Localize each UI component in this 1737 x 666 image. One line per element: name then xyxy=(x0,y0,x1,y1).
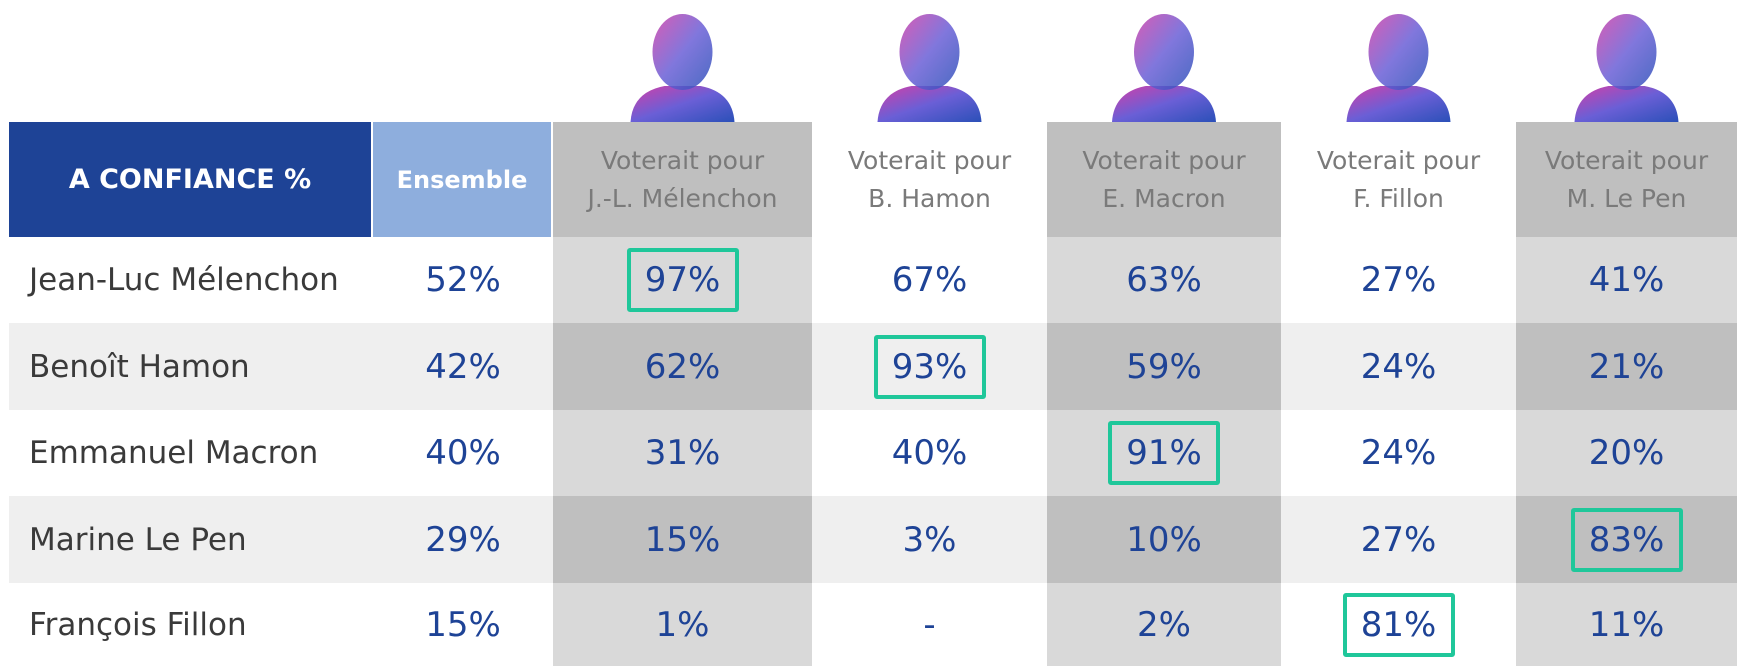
highlight-box xyxy=(627,248,739,312)
header-line: F. Fillon xyxy=(1353,180,1444,218)
row-label: Jean-Luc Mélenchon xyxy=(9,237,373,323)
highlight-box xyxy=(1571,508,1683,572)
value-cell: 21% xyxy=(1516,323,1737,410)
value-cell: 67% xyxy=(812,237,1047,323)
value-cell: 31% xyxy=(553,410,812,496)
candidate-photo xyxy=(1347,14,1451,122)
candidate-photo xyxy=(1575,14,1679,122)
ensemble-value: 42% xyxy=(373,323,553,410)
highlight-box xyxy=(1343,593,1455,657)
value-cell: 10% xyxy=(1047,496,1281,583)
highlight-box xyxy=(874,335,986,399)
header-line: Voterait pour xyxy=(601,142,764,180)
value-cell: 63% xyxy=(1047,237,1281,323)
value-cell: 1% xyxy=(553,583,812,666)
candidate-photos xyxy=(0,0,1737,125)
ensemble-value: 40% xyxy=(373,410,553,496)
value-cell: 62% xyxy=(553,323,812,410)
value-cell: 59% xyxy=(1047,323,1281,410)
header-line: Voterait pour xyxy=(848,142,1011,180)
value-cell: 11% xyxy=(1516,583,1737,666)
header-line: E. Macron xyxy=(1102,180,1225,218)
header-line: Voterait pour xyxy=(1545,142,1708,180)
header-line: Voterait pour xyxy=(1317,142,1480,180)
value-cell: 2% xyxy=(1047,583,1281,666)
row-label: François Fillon xyxy=(9,583,373,666)
header-line: Voterait pour xyxy=(1082,142,1245,180)
header-ensemble: Ensemble xyxy=(373,122,551,237)
header-line: J.-L. Mélenchon xyxy=(587,180,777,218)
header-line: B. Hamon xyxy=(868,180,991,218)
header-line: M. Le Pen xyxy=(1567,180,1687,218)
value-cell: 27% xyxy=(1281,237,1516,323)
ensemble-value: 52% xyxy=(373,237,553,323)
value-cell: 3% xyxy=(812,496,1047,583)
highlight-box xyxy=(1108,421,1220,485)
row-label: Marine Le Pen xyxy=(9,496,373,583)
value-cell: 15% xyxy=(553,496,812,583)
row-label: Emmanuel Macron xyxy=(9,410,373,496)
row-label: Benoît Hamon xyxy=(9,323,373,410)
value-cell: 24% xyxy=(1281,410,1516,496)
value-cell: 24% xyxy=(1281,323,1516,410)
value-cell: - xyxy=(812,583,1047,666)
value-cell: 40% xyxy=(812,410,1047,496)
candidate-photo xyxy=(1112,14,1216,122)
page: A CONFIANCE %EnsembleVoterait pourJ.-L. … xyxy=(0,0,1737,666)
candidate-photo xyxy=(631,14,735,122)
ensemble-value: 15% xyxy=(373,583,553,666)
value-cell: 41% xyxy=(1516,237,1737,323)
value-cell: 20% xyxy=(1516,410,1737,496)
ensemble-value: 29% xyxy=(373,496,553,583)
header-title: A CONFIANCE % xyxy=(9,122,371,237)
candidate-photo xyxy=(878,14,982,122)
value-cell: 27% xyxy=(1281,496,1516,583)
